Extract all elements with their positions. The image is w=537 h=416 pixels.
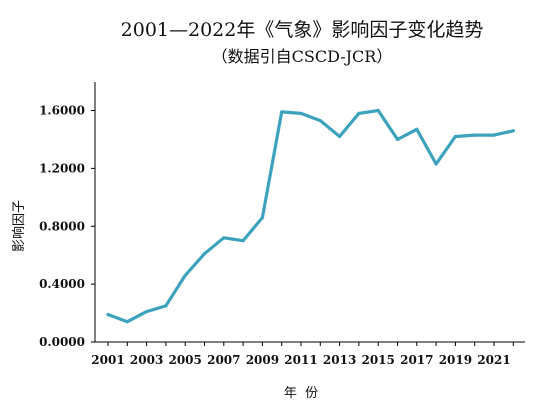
series-line <box>106 108 515 324</box>
x-tick-label: 2021 <box>477 353 510 367</box>
x-tick-label: 2009 <box>246 353 279 367</box>
x-axis-label: 年 份 <box>284 386 318 401</box>
data-point <box>164 304 168 308</box>
chart-title: 2001—2022年《气象》影响因子变化趋势 <box>121 19 484 41</box>
data-point <box>222 236 226 240</box>
x-tick-label: 2001 <box>91 353 124 367</box>
data-point <box>280 110 284 114</box>
x-tick-label: 2015 <box>361 353 394 367</box>
x-tick-label: 2007 <box>207 353 240 367</box>
data-point <box>299 111 303 115</box>
y-tick-label: 0.4000 <box>39 277 85 291</box>
series <box>106 108 515 324</box>
chart-subtitle: （数据引自CSCD-JCR） <box>212 47 393 66</box>
x-tick-label: 2005 <box>168 353 201 367</box>
data-point <box>318 119 322 123</box>
x-tick-label: 2011 <box>284 353 317 367</box>
data-point <box>492 133 496 137</box>
data-point <box>338 134 342 139</box>
data-point <box>453 134 457 139</box>
data-point <box>415 127 419 131</box>
data-point <box>183 273 187 278</box>
y-axis-label: 影响因子 <box>11 200 27 252</box>
data-point <box>473 133 477 137</box>
x-tick-label: 2013 <box>323 353 356 367</box>
x-tick-label: 2003 <box>130 353 163 367</box>
data-point <box>511 129 515 133</box>
data-point <box>145 310 149 314</box>
data-point <box>395 137 400 142</box>
data-point <box>376 108 380 113</box>
data-point <box>260 215 264 220</box>
data-point <box>357 111 361 115</box>
data-point <box>241 239 245 243</box>
x-tick-label: 2017 <box>400 353 433 367</box>
data-point <box>202 252 207 256</box>
y-tick-label: 0.8000 <box>39 219 85 233</box>
axes <box>94 82 525 343</box>
y-tick-label: 1.2000 <box>39 161 85 175</box>
y-tick-label: 0.0000 <box>39 335 85 349</box>
x-tick-label: 2019 <box>439 353 472 367</box>
data-point <box>434 162 438 166</box>
data-point <box>106 312 110 317</box>
y-tick-label: 1.6000 <box>39 104 85 118</box>
ticks: 0.0000 0.4000 0.8000 1.2000 1.6000 2001 2003 20… <box>39 104 514 367</box>
data-point <box>125 320 129 324</box>
